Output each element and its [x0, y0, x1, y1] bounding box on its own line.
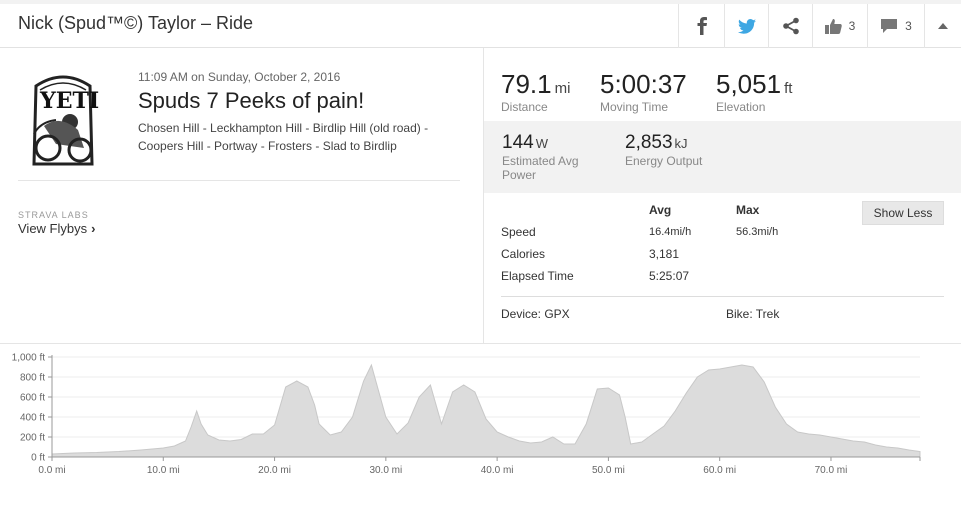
y-tick-label: 200 ft	[20, 433, 45, 444]
moving-time-value: 5:00:37	[600, 69, 687, 99]
chevron-right-icon: ›	[91, 221, 96, 236]
power-unit: W	[535, 136, 548, 151]
show-less-button[interactable]: Show Less	[862, 201, 944, 225]
power-value: 144	[502, 132, 534, 153]
stat-moving-time: 5:00:37 Moving Time	[600, 69, 687, 114]
x-tick-label: 10.0 mi	[147, 465, 180, 476]
comments-button[interactable]: 3	[867, 4, 924, 48]
elapsed-time-avg: 5:25:07	[649, 269, 690, 283]
comments-count: 3	[905, 19, 912, 33]
power-label-line1: Estimated Avg	[502, 154, 579, 168]
activity-datetime: 11:09 AM on Sunday, October 2, 2016	[138, 70, 341, 84]
speed-avg: 16.4mi/h	[649, 226, 692, 238]
bike-info: Bike: Trek	[726, 307, 780, 321]
elevation-chart: 0 ft 200 ft 400 ft 600 ft 800 ft 1,000 ft 0.0 …	[12, 353, 921, 476]
speed-max: 56.3mi/h	[736, 226, 779, 238]
x-tick-label: 50.0 mi	[592, 465, 625, 476]
twitter-icon	[737, 18, 756, 34]
col-header-avg: Avg	[649, 203, 672, 217]
power-label-line2: Power	[502, 168, 537, 182]
device-info: Device: GPX	[501, 307, 570, 321]
x-tick-label: 40.0 mi	[481, 465, 514, 476]
kudos-button[interactable]: 3	[812, 4, 867, 48]
thumbs-up-icon	[824, 19, 842, 34]
stat-power: 144 W Estimated Avg Power	[502, 132, 579, 182]
caret-up-icon	[938, 23, 948, 29]
share-button[interactable]	[768, 4, 812, 48]
distance-unit: mi	[554, 80, 571, 97]
activity-description: Chosen Hill - Leckhampton Hill - Birdlip…	[138, 121, 429, 153]
elevation-area	[51, 363, 921, 458]
club-logo: YETI	[32, 75, 99, 166]
calories-avg: 3,181	[649, 247, 680, 261]
moving-time-label: Moving Time	[600, 100, 669, 114]
secondary-stats-band	[484, 121, 961, 193]
divider	[501, 296, 944, 297]
activity-header: Nick (Spud™©) Taylor – Ride	[0, 0, 961, 48]
elevation-unit: ft	[784, 80, 793, 97]
view-flybys-link[interactable]: View Flybys ›	[18, 221, 95, 236]
kudos-count: 3	[848, 19, 856, 33]
y-tick-label: 400 ft	[20, 413, 45, 424]
row-label-speed: Speed	[501, 225, 536, 239]
logo-text: YETI	[39, 88, 99, 114]
y-tick-label: 600 ft	[20, 393, 45, 404]
activity-name: Spuds 7 Peeks of pain!	[138, 88, 365, 113]
row-label-calories: Calories	[501, 247, 546, 261]
distance-value: 79.1	[501, 69, 552, 99]
stat-elevation: 5,051 ft Elevation	[716, 69, 792, 114]
y-tick-label: 0 ft	[31, 453, 45, 464]
view-flybys-label: View Flybys	[18, 221, 88, 236]
strava-labs-label: STRAVA LABS	[18, 210, 89, 220]
divider	[0, 343, 961, 344]
x-tick-label: 20.0 mi	[258, 465, 291, 476]
x-tick-label: 60.0 mi	[703, 465, 736, 476]
facebook-icon	[697, 17, 707, 35]
energy-label: Energy Output	[625, 154, 703, 168]
col-header-max: Max	[736, 203, 760, 217]
comment-icon	[881, 19, 898, 33]
energy-value: 2,853	[625, 132, 673, 153]
divider	[18, 180, 460, 181]
y-tick-label: 1,000 ft	[12, 353, 46, 364]
page-title: Nick (Spud™©) Taylor – Ride	[18, 13, 254, 33]
distance-label: Distance	[501, 100, 548, 114]
elevation-label: Elevation	[716, 100, 766, 114]
row-label-elapsed-time: Elapsed Time	[501, 269, 574, 283]
elevation-value: 5,051	[716, 69, 782, 99]
x-tick-label: 30.0 mi	[369, 465, 402, 476]
collapse-button[interactable]	[924, 4, 961, 48]
y-tick-label: 800 ft	[20, 373, 45, 384]
facebook-share-button[interactable]	[678, 4, 724, 48]
twitter-share-button[interactable]	[724, 4, 768, 48]
column-divider	[483, 48, 484, 344]
share-icon	[782, 17, 799, 35]
energy-unit: kJ	[674, 136, 688, 151]
x-tick-label: 0.0 mi	[38, 465, 65, 476]
stat-energy: 2,853 kJ Energy Output	[625, 132, 702, 168]
stat-distance: 79.1 mi Distance	[501, 69, 570, 114]
x-tick-label: 70.0 mi	[815, 465, 848, 476]
